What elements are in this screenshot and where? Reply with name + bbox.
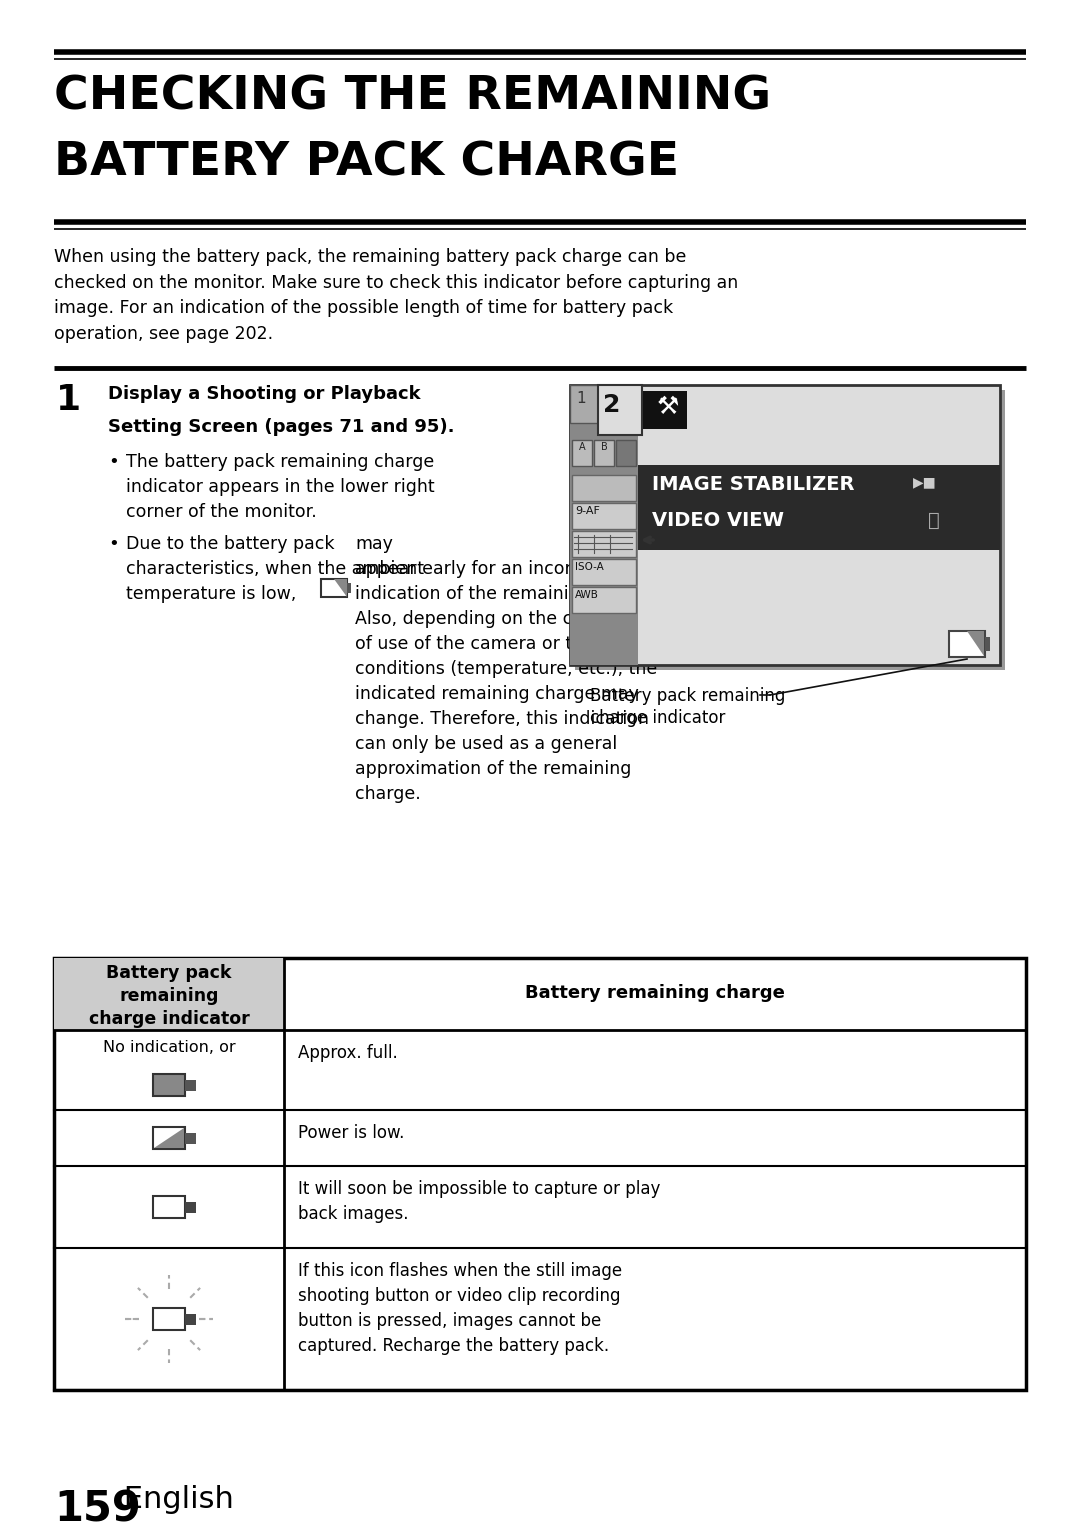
Text: VIDEO VIEW: VIDEO VIEW (652, 511, 784, 530)
Text: Due to the battery pack
characteristics, when the ambient
temperature is low,: Due to the battery pack characteristics,… (126, 536, 424, 603)
Text: Approx. full.: Approx. full. (298, 1044, 397, 1062)
Text: B: B (600, 443, 607, 452)
Bar (572, 588, 636, 613)
Polygon shape (334, 578, 347, 597)
Bar (572, 439, 592, 465)
Text: AWB: AWB (575, 591, 599, 600)
Text: A: A (579, 443, 585, 452)
Bar (185, 1132, 195, 1143)
Text: If this icon flashes when the still image
shooting button or video clip recordin: If this icon flashes when the still imag… (298, 1262, 622, 1355)
Text: charge indicator: charge indicator (590, 710, 726, 726)
Bar (321, 578, 347, 597)
Text: 1: 1 (577, 391, 585, 406)
Bar (570, 385, 598, 423)
Text: English: English (114, 1485, 234, 1514)
Text: 📷: 📷 (928, 511, 940, 530)
Text: •: • (108, 453, 119, 472)
Bar (594, 439, 615, 465)
Text: Display a Shooting or Playback: Display a Shooting or Playback (108, 385, 420, 403)
Text: ISO-A: ISO-A (575, 562, 604, 572)
Bar (185, 1079, 195, 1091)
Text: BATTERY PACK CHARGE: BATTERY PACK CHARGE (54, 140, 679, 185)
Bar (153, 1308, 185, 1331)
Bar (949, 630, 985, 658)
Bar (54, 958, 1026, 1390)
Text: CHECKING THE REMAINING: CHECKING THE REMAINING (54, 75, 771, 121)
Text: Power is low.: Power is low. (298, 1125, 404, 1141)
Text: ▶■: ▶■ (913, 475, 936, 488)
Bar (638, 465, 1000, 549)
Text: Setting Screen (pages 71 and 95).: Setting Screen (pages 71 and 95). (108, 418, 455, 436)
Text: No indication, or: No indication, or (103, 1041, 235, 1054)
Bar (153, 1196, 185, 1218)
Text: 1: 1 (56, 383, 81, 417)
Bar (616, 439, 636, 465)
Bar (570, 385, 1000, 665)
Bar (985, 636, 990, 652)
Text: 9-AF: 9-AF (575, 507, 599, 516)
Text: Battery pack remaining: Battery pack remaining (590, 687, 785, 705)
Text: may
appear early for an incorrect
indication of the remaining charge.
Also, depe: may appear early for an incorrect indica… (355, 536, 672, 803)
Text: When using the battery pack, the remaining battery pack charge can be
checked on: When using the battery pack, the remaini… (54, 249, 739, 343)
Bar (570, 385, 638, 665)
Bar (347, 583, 351, 594)
Text: The battery pack remaining charge
indicator appears in the lower right
corner of: The battery pack remaining charge indica… (126, 453, 434, 520)
Bar (572, 504, 636, 530)
Text: ⚒: ⚒ (657, 395, 679, 420)
Bar (54, 958, 284, 1030)
Bar (185, 1314, 195, 1325)
Polygon shape (967, 630, 984, 656)
Bar (153, 1074, 185, 1096)
Text: •: • (108, 536, 119, 552)
Text: IMAGE STABILIZER: IMAGE STABILIZER (652, 475, 854, 494)
Bar (153, 1128, 185, 1149)
Text: 159: 159 (54, 1488, 140, 1526)
Bar (575, 391, 1005, 670)
Bar (572, 475, 636, 501)
Text: 2: 2 (604, 394, 621, 417)
Polygon shape (154, 1128, 184, 1148)
Text: Battery pack
remaining
charge indicator: Battery pack remaining charge indicator (89, 964, 249, 1029)
Bar (572, 559, 636, 584)
Text: It will soon be impossible to capture or play
back images.: It will soon be impossible to capture or… (298, 1180, 660, 1222)
Bar (598, 385, 642, 435)
Bar (185, 1201, 195, 1213)
Bar (643, 391, 687, 429)
Text: Battery remaining charge: Battery remaining charge (525, 984, 785, 1003)
Bar (572, 531, 636, 557)
